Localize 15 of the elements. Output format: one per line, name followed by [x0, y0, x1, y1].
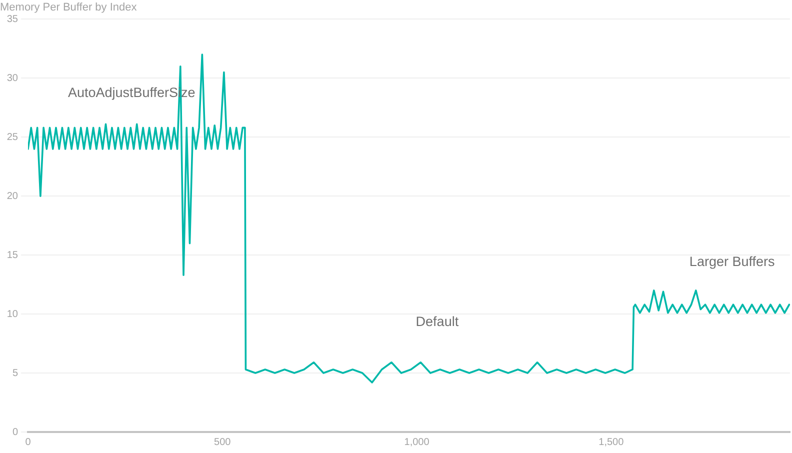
y-tick-label: 10 [6, 308, 18, 320]
annotation: Default [416, 314, 459, 329]
annotation: Larger Buffers [689, 254, 775, 270]
y-tick-label: 15 [6, 250, 18, 261]
y-tick-label: 35 [6, 14, 18, 25]
x-tick-label: 1,000 [404, 436, 430, 448]
y-tick-label: 0 [12, 426, 18, 438]
x-tick-label: 1,500 [598, 436, 624, 448]
y-tick-label: 30 [6, 72, 18, 84]
chart-title: Memory Per Buffer by Index [0, 2, 138, 14]
x-tick-label: 0 [25, 436, 32, 448]
y-tick-label: 25 [6, 132, 18, 143]
x-tick-label: 500 [214, 436, 232, 448]
y-tick-label: 5 [12, 368, 18, 379]
y-tick-label: 20 [6, 190, 18, 202]
